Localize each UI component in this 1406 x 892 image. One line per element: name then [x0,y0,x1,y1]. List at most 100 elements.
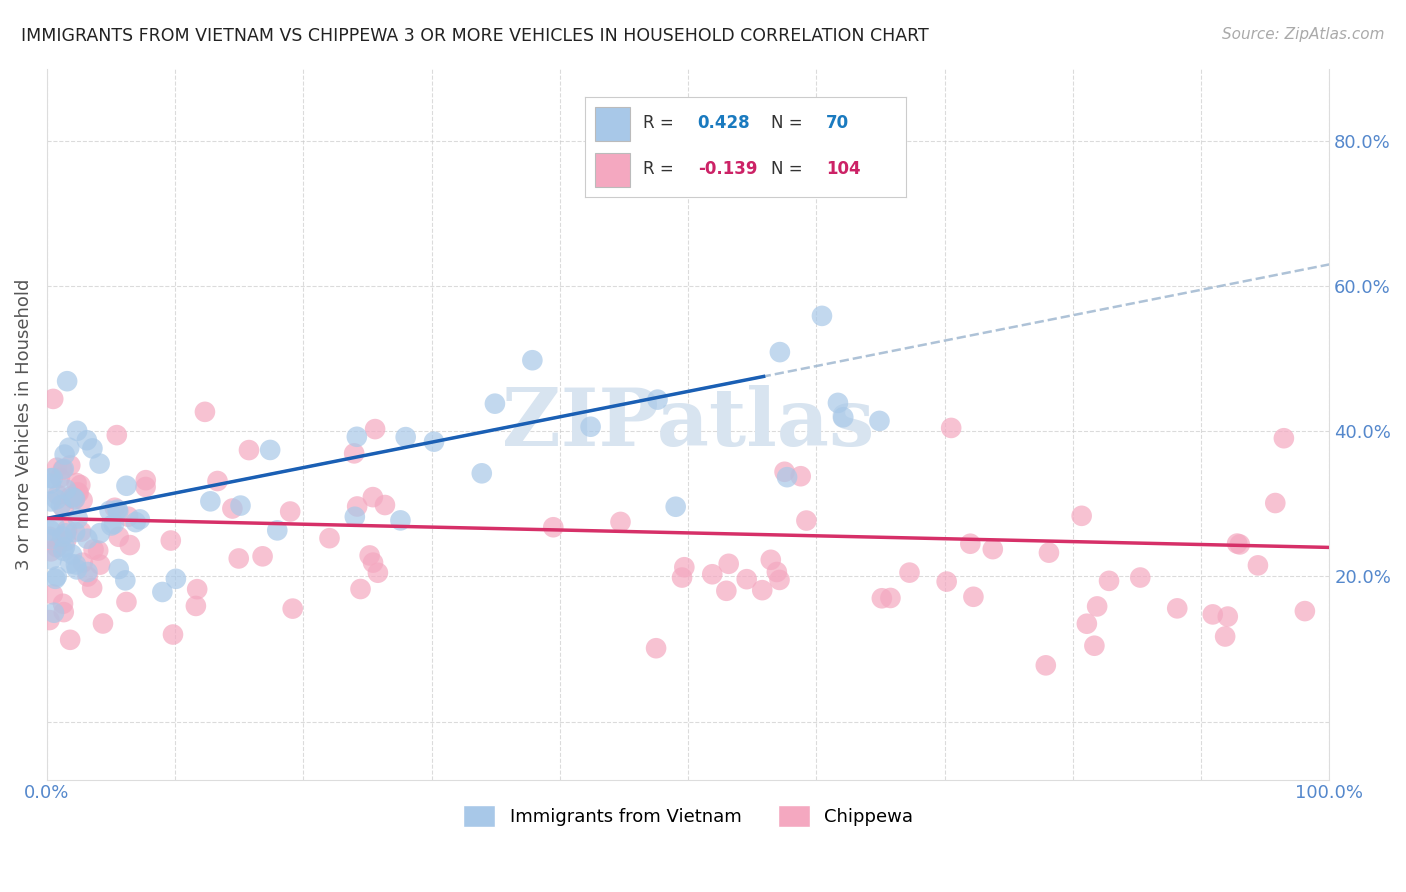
Point [39,471,62,485]
Point [125,515,148,529]
Point [72,556,94,570]
Point [769,345,792,359]
Point [768,573,790,587]
Point [128,512,150,526]
Point [1076,616,1098,631]
Point [194,405,217,419]
Point [796,514,818,528]
Point [1202,607,1225,622]
Point [832,410,855,425]
Point [665,500,688,514]
Point [107,562,129,576]
Point [184,599,207,613]
Point [66,562,89,576]
Point [107,504,129,518]
Text: ZIPatlas: ZIPatlas [502,385,875,463]
Point [343,446,366,460]
Point [751,583,773,598]
Point [38,530,60,544]
Point [39,494,62,508]
Point [579,419,602,434]
Point [66,424,89,438]
Point [89,558,111,572]
Point [221,501,243,516]
Point [107,530,129,544]
Point [941,421,963,435]
Point [59,557,82,571]
Point [89,457,111,471]
Point [39,532,62,546]
Point [63,525,86,540]
Point [52,597,75,611]
Point [359,549,381,563]
Point [45,492,67,507]
Point [1226,536,1249,550]
Point [1166,601,1188,615]
Point [76,565,98,579]
Point [471,467,494,481]
Point [56,374,79,388]
Point [82,442,104,456]
Point [1216,609,1239,624]
Point [717,557,740,571]
Point [135,480,157,494]
Point [76,434,98,448]
Point [39,476,62,491]
Point [159,533,181,548]
Point [789,469,811,483]
Point [374,498,396,512]
Point [1085,599,1108,614]
Point [115,595,138,609]
Point [59,458,82,473]
Point [55,483,77,497]
Point [46,488,69,502]
Point [49,498,72,512]
Point [702,567,724,582]
Point [105,428,128,442]
Point [76,569,98,583]
Point [389,513,412,527]
Point [42,606,65,620]
Point [870,591,893,606]
Point [278,504,301,518]
Point [361,556,384,570]
Point [735,572,758,586]
Point [63,491,86,506]
Point [645,641,668,656]
Point [56,523,79,537]
Point [83,542,105,557]
Point [103,516,125,531]
Point [367,566,389,580]
Point [52,501,75,516]
Point [959,537,981,551]
Point [62,491,84,505]
Point [114,574,136,588]
Legend: Immigrants from Vietnam, Chippewa: Immigrants from Vietnam, Chippewa [456,798,921,835]
Point [759,553,782,567]
Point [51,529,73,543]
Point [252,549,274,564]
Point [53,540,76,554]
Point [53,448,76,462]
Point [266,524,288,538]
Point [1264,496,1286,510]
Point [44,572,66,586]
Point [66,485,89,500]
Point [117,509,139,524]
Point [59,632,82,647]
Point [69,478,91,492]
Point [766,565,789,579]
Point [1038,546,1060,560]
Point [1129,570,1152,584]
Point [1213,630,1236,644]
Point [63,492,86,507]
Text: IMMIGRANTS FROM VIETNAM VS CHIPPEWA 3 OR MORE VEHICLES IN HOUSEHOLD CORRELATION : IMMIGRANTS FROM VIETNAM VS CHIPPEWA 3 OR… [21,27,929,45]
Point [281,601,304,615]
Point [66,511,89,525]
Point [1035,658,1057,673]
Point [228,551,250,566]
Point [229,499,252,513]
Point [100,518,122,533]
Point [1229,537,1251,551]
Point [39,544,62,558]
